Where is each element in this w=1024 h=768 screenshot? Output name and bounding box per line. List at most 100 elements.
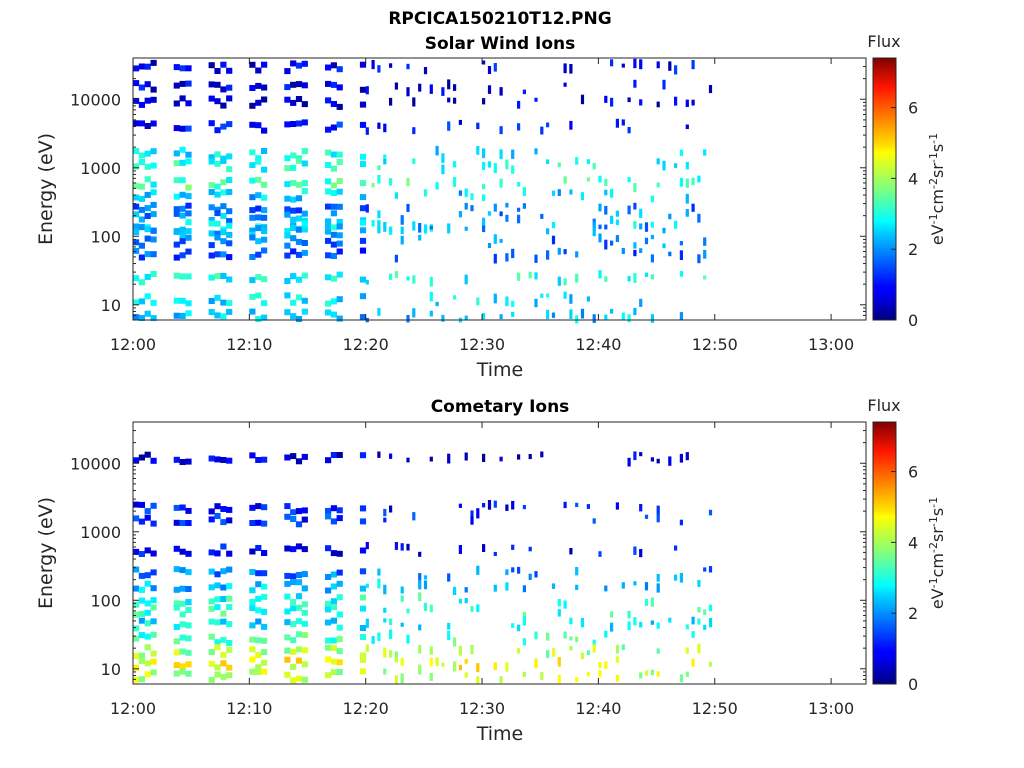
heatmap-cell bbox=[220, 189, 227, 196]
heatmap-cell bbox=[476, 122, 480, 130]
heatmap-cell bbox=[325, 644, 332, 651]
heatmap-cell bbox=[179, 648, 186, 655]
heatmap-cell bbox=[482, 313, 486, 320]
heatmap-cell bbox=[290, 81, 297, 88]
heatmap-cell bbox=[511, 544, 515, 550]
heatmap-cell bbox=[284, 84, 291, 91]
heatmap-cell bbox=[214, 160, 221, 167]
heatmap-cell bbox=[150, 148, 157, 155]
heatmap-cell bbox=[220, 251, 227, 258]
heatmap-cell bbox=[336, 218, 343, 225]
colorbar bbox=[872, 57, 897, 321]
heatmap-cell bbox=[301, 453, 308, 460]
heatmap-cell bbox=[546, 159, 550, 164]
heatmap-cell bbox=[482, 225, 486, 233]
heatmap-cell bbox=[383, 618, 387, 623]
heatmap-cell bbox=[150, 251, 157, 258]
heatmap-cell bbox=[615, 219, 619, 226]
heatmap-cell bbox=[330, 571, 337, 578]
heatmap-cell bbox=[150, 211, 157, 218]
heatmap-cell bbox=[627, 97, 631, 103]
heatmap-cell bbox=[633, 617, 637, 626]
heatmap-cell bbox=[301, 571, 308, 578]
heatmap-cell bbox=[453, 84, 457, 91]
heatmap-cell bbox=[540, 293, 544, 298]
heatmap-cell bbox=[214, 230, 221, 237]
heatmap-cell bbox=[418, 644, 422, 654]
heatmap-cell bbox=[691, 616, 695, 625]
heatmap-cell bbox=[144, 508, 151, 515]
heatmap-cell bbox=[330, 124, 337, 131]
heatmap-cell bbox=[458, 119, 462, 125]
heatmap-cell bbox=[633, 58, 637, 69]
heatmap-cell bbox=[295, 675, 303, 682]
heatmap-cell bbox=[656, 458, 660, 464]
heatmap-cell bbox=[679, 177, 683, 187]
heatmap-cell bbox=[255, 158, 262, 165]
heatmap-cell bbox=[226, 177, 233, 183]
heatmap-cell bbox=[301, 647, 308, 654]
heatmap-cell bbox=[336, 203, 343, 210]
y-tick-label: 10 bbox=[101, 296, 121, 315]
heatmap-cell bbox=[249, 587, 256, 594]
heatmap-cell bbox=[214, 191, 221, 198]
heatmap-cell bbox=[226, 218, 233, 225]
heatmap-cell bbox=[365, 127, 369, 135]
heatmap-cell bbox=[261, 593, 268, 600]
heatmap-cell bbox=[359, 452, 367, 459]
heatmap-cell bbox=[261, 550, 268, 556]
heatmap-cell bbox=[435, 145, 439, 156]
heatmap-cell bbox=[325, 587, 332, 594]
heatmap-cell bbox=[138, 454, 145, 461]
heatmap-cell bbox=[290, 99, 297, 106]
heatmap-cell bbox=[389, 505, 393, 513]
heatmap-cell bbox=[144, 451, 151, 458]
heatmap-cell bbox=[208, 120, 215, 127]
heatmap-cell bbox=[517, 566, 521, 574]
heatmap-cell bbox=[703, 567, 707, 572]
heatmap-cell bbox=[615, 644, 619, 654]
heatmap-cell bbox=[179, 238, 186, 245]
heatmap-cell bbox=[359, 227, 367, 234]
heatmap-cell bbox=[517, 123, 521, 131]
heatmap-cell bbox=[173, 272, 180, 279]
y-tick-label: 10000 bbox=[70, 90, 121, 109]
heatmap-cell bbox=[295, 316, 303, 322]
x-tick-label: 12:30 bbox=[459, 699, 505, 718]
heatmap-cell bbox=[336, 315, 343, 322]
heatmap-cell bbox=[441, 153, 445, 163]
heatmap-cell bbox=[284, 228, 291, 235]
heatmap-cell bbox=[290, 637, 297, 644]
heatmap-cell bbox=[261, 127, 268, 134]
heatmap-cell bbox=[144, 644, 151, 651]
heatmap-cell bbox=[447, 630, 451, 640]
heatmap-cell bbox=[330, 637, 337, 644]
heatmap-cell bbox=[290, 648, 297, 655]
heatmap-cell bbox=[546, 650, 550, 658]
heatmap-cell bbox=[133, 676, 140, 683]
heatmap-cell bbox=[522, 615, 526, 626]
heatmap-cell bbox=[179, 668, 186, 675]
heatmap-cell bbox=[144, 660, 151, 667]
heatmap-cell bbox=[383, 154, 387, 159]
heatmap-cell bbox=[185, 219, 192, 226]
heatmap-cell bbox=[208, 298, 215, 304]
heatmap-cell bbox=[255, 99, 262, 106]
heatmap-cell bbox=[290, 621, 297, 628]
heatmap-cell bbox=[650, 597, 654, 607]
heatmap-cell bbox=[284, 608, 291, 615]
heatmap-cell bbox=[522, 505, 526, 510]
heatmap-cell bbox=[138, 195, 145, 202]
heatmap-cell bbox=[185, 210, 192, 217]
heatmap-cell bbox=[226, 664, 233, 671]
heatmap-cell bbox=[220, 86, 227, 93]
heatmap-cell bbox=[208, 154, 215, 161]
heatmap-cell bbox=[179, 663, 186, 670]
heatmap-cell bbox=[482, 544, 486, 552]
heatmap-cell bbox=[208, 649, 215, 656]
heatmap-cell bbox=[592, 518, 596, 524]
heatmap-cell bbox=[517, 624, 521, 632]
heatmap-cell bbox=[394, 192, 398, 199]
heatmap-cell bbox=[383, 607, 387, 613]
heatmap-cell bbox=[377, 165, 381, 171]
